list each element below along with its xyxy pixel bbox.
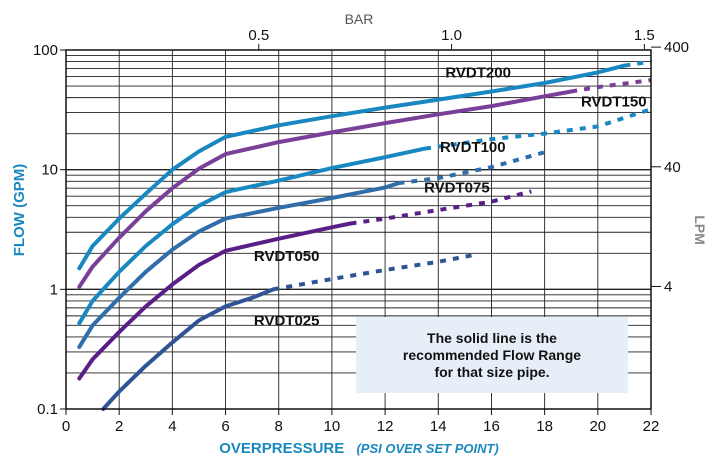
bar-axis-title: BAR — [345, 11, 374, 27]
x-tick-label: 2 — [115, 418, 123, 435]
series-dashed-RVDT025 — [273, 253, 474, 292]
series-line-RVDT075 — [77, 181, 401, 349]
series-label-RVDT050: RVDT050 — [254, 248, 320, 265]
note-line-2: recommended Flow Range — [402, 346, 582, 363]
x-axis-title: OVERPRESSURE (PSI OVER SET POINT) — [219, 440, 499, 457]
x-tick-label: 22 — [643, 418, 660, 435]
series-dashed-RVDT050 — [350, 189, 532, 226]
series-label-RVDT100: RVDT100 — [440, 139, 506, 156]
recommendation-note: The solid line is the recommended Flow R… — [356, 317, 628, 393]
series-label-RVDT075: RVDT075 — [424, 179, 490, 196]
lpm-tick-label: 40 — [664, 159, 681, 176]
x-tick-label: 18 — [536, 418, 553, 435]
series-line-RVDT100 — [77, 146, 427, 326]
series-group — [77, 59, 652, 411]
y-tick-label: 0.1 — [37, 401, 58, 418]
series-line-RVDT150 — [77, 89, 574, 289]
series-label-RVDT025: RVDT025 — [254, 312, 320, 329]
note-line-1: The solid line is the — [427, 329, 557, 346]
x-axis-title-main: OVERPRESSURE — [219, 440, 344, 457]
series-dashed-RVDT150 — [570, 78, 652, 94]
x-tick-label: 12 — [377, 418, 394, 435]
y-tick-label: 10 — [41, 162, 58, 179]
series-labels: RVDT200 RVDT150 RVDT100 RVDT075 RVDT050 RVDT0… — [254, 64, 647, 329]
x-tick-label: 20 — [589, 418, 606, 435]
series-dashed-RVDT075 — [398, 150, 546, 186]
y-axis-title: FLOW (GPM) — [11, 164, 28, 256]
series-dashed-RVDT100 — [424, 107, 652, 151]
series-dashed-RVDT200 — [624, 59, 652, 68]
note-line-3: for that size pipe. — [434, 363, 550, 380]
lpm-axis-title: LPM — [692, 215, 708, 245]
bar-tick-label: 0.5 — [248, 27, 269, 44]
series-line-RVDT050 — [77, 221, 353, 381]
series-line-RVDT200 — [77, 63, 627, 271]
x-tick-label: 0 — [62, 418, 70, 435]
y-tick-label: 1 — [50, 281, 58, 298]
series-label-RVDT150: RVDT150 — [581, 94, 647, 111]
y-tick-label: 100 — [33, 42, 58, 59]
series-line-RVDT025 — [101, 287, 276, 411]
lpm-tick-label: 4 — [664, 278, 672, 295]
x-axis-title-note: (PSI OVER SET POINT) — [356, 441, 498, 456]
bar-tick-label: 1.5 — [634, 27, 655, 44]
series-label-RVDT200: RVDT200 — [445, 64, 511, 81]
lpm-tick-label: 400 — [664, 39, 689, 56]
x-tick-label: 16 — [483, 418, 500, 435]
x-tick-label: 4 — [168, 418, 176, 435]
x-tick-label: 6 — [221, 418, 229, 435]
bar-tick-label: 1.0 — [441, 27, 462, 44]
x-tick-label: 8 — [275, 418, 283, 435]
plot-frame — [65, 49, 652, 410]
ticks: 0 2 4 6 8 10 12 14 16 18 20 22 0.1 1 10 100 0.5 1.0 1.5 4 40… — [33, 27, 689, 435]
x-tick-label: 10 — [324, 418, 341, 435]
x-tick-label: 14 — [430, 418, 447, 435]
